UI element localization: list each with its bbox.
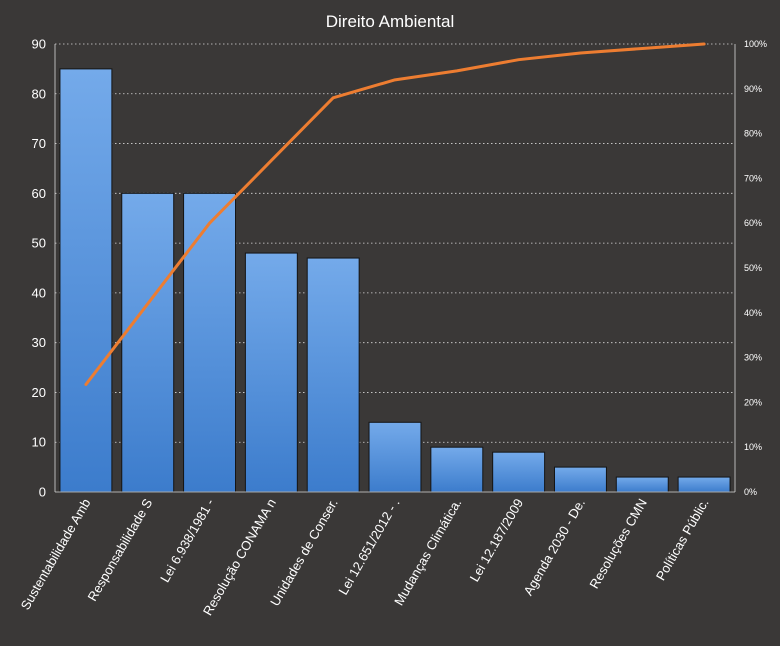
y2-tick-label: 20%: [744, 397, 762, 407]
y-tick-label: 90: [32, 37, 46, 52]
bar: [430, 446, 484, 493]
category-label: Políticas Públic.: [653, 496, 712, 583]
axes: 0 10 20 30 40 50 60 70 80 90 0% 10% 20% 30% 40% 50% 60% 7…: [32, 37, 768, 500]
bar: [492, 451, 546, 493]
y2-tick-label: 0%: [744, 487, 757, 497]
y-tick-label: 80: [32, 86, 46, 101]
y-tick-label: 50: [32, 236, 46, 251]
y2-tick-label: 10%: [744, 442, 762, 452]
category-label: Lei 12.187/2009: [467, 496, 527, 584]
y2-tick-label: 70%: [744, 173, 762, 183]
y2-tick-label: 60%: [744, 218, 762, 228]
bar: [59, 68, 113, 493]
y2-tick-label: 40%: [744, 308, 762, 318]
y-tick-label: 70: [32, 136, 46, 151]
bar-series: [59, 68, 731, 493]
cumulative-line-series: [84, 42, 706, 386]
y-tick-label: 30: [32, 335, 46, 350]
category-label: Agenda 2030 - De.: [520, 496, 588, 598]
y2-tick-label: 50%: [744, 263, 762, 273]
bar: [306, 257, 360, 493]
y-tick-label: 10: [32, 435, 46, 450]
bar: [368, 421, 422, 493]
category-label: Lei 12.651/2012 - .: [335, 496, 402, 597]
category-label: Resoluções CMN: [586, 496, 650, 591]
category-label: Lei 6.938/1981 -: [157, 496, 217, 585]
bar: [121, 192, 175, 493]
y-tick-label: 20: [32, 385, 46, 400]
category-label: Responsabilidade S: [85, 496, 156, 604]
category-label: Sustentabilidade Amb: [18, 496, 94, 612]
category-label: Unidades de Conser.: [267, 496, 341, 609]
y-tick-label: 60: [32, 186, 46, 201]
y-tick-label: 40: [32, 285, 46, 300]
y2-tick-label: 90%: [744, 84, 762, 94]
y-tick-label: 0: [39, 485, 46, 500]
bar: [615, 476, 669, 493]
cumulative-line: [84, 42, 706, 386]
category-label: Mudanças Climática.: [391, 496, 464, 608]
y2-tick-label: 30%: [744, 353, 762, 363]
bar: [244, 252, 298, 493]
y2-tick-label: 100%: [744, 39, 767, 49]
bar: [553, 466, 607, 493]
bar: [183, 192, 237, 493]
chart-title: Direito Ambiental: [326, 12, 455, 31]
y2-tick-label: 80%: [744, 129, 762, 139]
bar: [677, 476, 731, 493]
